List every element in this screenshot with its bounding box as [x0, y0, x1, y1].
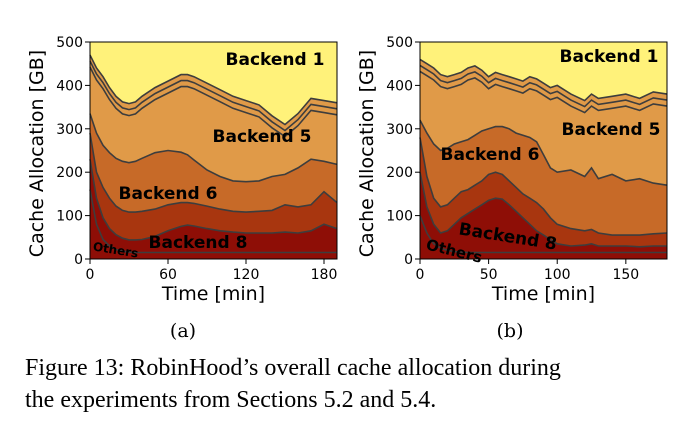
panel-b: 0 100 200 300 400 500 0 50 100 150 Time [min] Cache… [356, 35, 668, 342]
y-tick-label: 100 [386, 209, 413, 225]
layer-label-backend-5: Backend 5 [213, 127, 312, 147]
area-below-others [90, 189, 337, 259]
x-tick-label: 180 [311, 267, 338, 283]
subfigure-label: (b) [497, 320, 524, 342]
y-tick-label: 400 [56, 78, 83, 94]
y-tick-label: 500 [56, 35, 83, 51]
line-backend-1-offset [419, 64, 668, 108]
area-below-backend-8 [420, 172, 667, 259]
x-tick-label: 100 [544, 267, 571, 283]
panel-a: 0 100 200 300 400 500 0 60 120 180 Time [min] Cache… [26, 35, 338, 342]
plot-frame [419, 41, 668, 260]
line-backend-1-offset [89, 66, 338, 138]
line-others [419, 215, 667, 254]
line-backend-1-offset [419, 70, 668, 114]
layer-label-backend-6: Backend 6 [119, 184, 218, 204]
x-tick-label: 120 [233, 267, 260, 283]
x-axis-label: Time [min] [161, 283, 265, 305]
layer-label-backend-5: Backend 5 [562, 120, 661, 140]
y-tick-label: 100 [56, 209, 83, 225]
line-others [89, 189, 337, 254]
subfigure-label: (a) [170, 320, 196, 342]
caption-line-1: Figure 13: RobinHood’s overall cache all… [25, 355, 561, 381]
line-backend-5 [419, 119, 668, 186]
area-below-backend-6 [90, 133, 337, 259]
line-backend-1 [419, 58, 668, 102]
area-below-backend-8 [90, 159, 337, 259]
y-axis-label: Cache Allocation [GB] [356, 50, 378, 257]
layer-label-backend-1: Backend 1 [226, 50, 325, 70]
x-tick-label: 60 [159, 267, 177, 283]
y-tick-label: 300 [56, 122, 83, 138]
line-backend-8 [419, 172, 667, 248]
x-axis-label: Time [min] [491, 283, 595, 305]
x-tick-label: 150 [612, 267, 639, 283]
y-tick-label: 200 [386, 165, 413, 181]
line-backend-6 [89, 132, 338, 213]
x-tick-label: 0 [416, 267, 425, 283]
line-backend-6 [419, 137, 668, 236]
y-tick-label: 400 [386, 78, 413, 94]
layer-label-backend-8: Backend 8 [149, 233, 248, 253]
line-backend-1-offset [89, 60, 338, 132]
y-tick-label: 200 [56, 165, 83, 181]
area-below-others [420, 215, 667, 259]
plot-frame [89, 41, 338, 260]
layer-label-backend-1: Backend 1 [560, 47, 659, 67]
y-tick-label: 0 [404, 252, 413, 268]
line-backend-1 [89, 54, 338, 126]
y-axis-label: Cache Allocation [GB] [26, 50, 48, 257]
y-tick-label: 300 [386, 122, 413, 138]
y-tick-label: 0 [74, 252, 83, 268]
line-backend-8 [89, 159, 338, 241]
layer-label-backend-6: Backend 6 [441, 145, 540, 165]
caption-line-2: the experiments from Sections 5.2 and 5.… [25, 387, 436, 413]
line-backend-5 [89, 113, 338, 183]
x-tick-label: 0 [86, 267, 95, 283]
x-tick-label: 50 [480, 267, 498, 283]
y-tick-label: 500 [386, 35, 413, 51]
